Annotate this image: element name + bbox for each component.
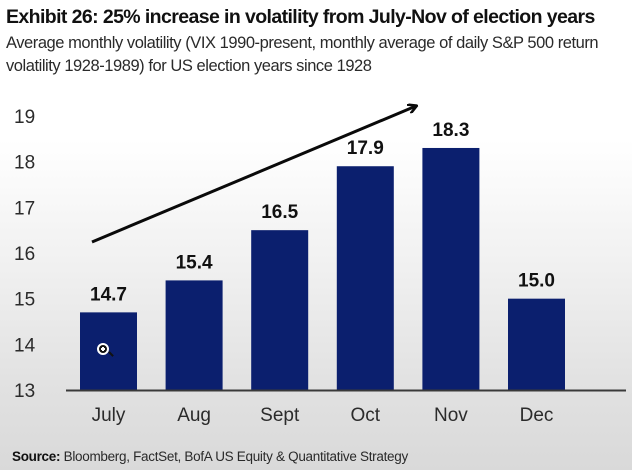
y-tick-label: 18: [14, 153, 35, 174]
x-tick-label: Nov: [434, 405, 468, 426]
y-tick-label: 14: [14, 335, 36, 356]
x-tick-label: Sept: [260, 405, 300, 426]
data-labels-group: 14.7 15.4 16.5 17.9 18.3 15.0: [90, 120, 555, 305]
data-label: 16.5: [261, 202, 298, 223]
source-text: Bloomberg, FactSet, BofA US Equity & Qua…: [63, 449, 409, 464]
source-note: Source: Bloomberg, FactSet, BofA US Equi…: [12, 449, 408, 464]
trend-arrow: [91, 106, 416, 244]
data-label: 14.7: [90, 284, 127, 305]
y-tick-label: 17: [14, 198, 35, 219]
bar-dec: [508, 298, 565, 390]
y-tick-label: 15: [14, 290, 35, 311]
chart-subtitle: Average monthly volatility (VIX 1990-pre…: [6, 34, 599, 75]
source-label: Source:: [12, 449, 61, 464]
data-label: 17.9: [347, 138, 384, 159]
bar-nov: [422, 147, 480, 390]
zoom-cursor-icon: [97, 343, 109, 355]
bars-group: [80, 147, 565, 390]
data-label: 15.0: [518, 271, 555, 292]
y-tick-label: 19: [14, 107, 35, 128]
data-label: 15.4: [176, 252, 213, 273]
x-axis-labels: July Aug Sept Oct Nov Dec: [92, 405, 554, 426]
x-tick-label: July: [92, 405, 126, 426]
x-tick-label: Oct: [351, 405, 381, 426]
bar-sept: [251, 230, 309, 390]
y-tick-label: 16: [14, 244, 35, 265]
x-tick-label: Dec: [520, 405, 554, 426]
y-tick-label: 13: [14, 381, 35, 402]
x-tick-label: Aug: [177, 405, 211, 426]
data-label: 18.3: [432, 120, 469, 141]
chart-title: Exhibit 26: 25% increase in volatility f…: [6, 6, 595, 28]
bar-oct: [336, 166, 394, 390]
bar-aug: [165, 280, 223, 390]
y-axis: 13 14 15 16 17 18 19: [14, 107, 36, 402]
